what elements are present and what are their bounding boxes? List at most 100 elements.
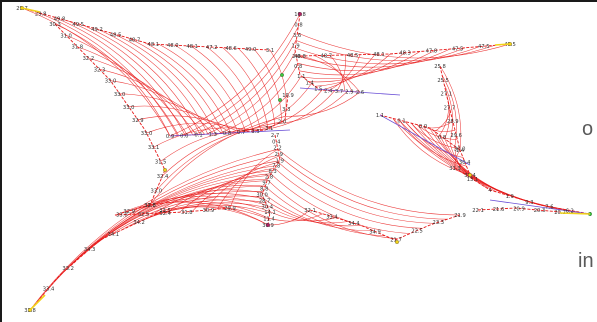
mesh-curve (142, 204, 270, 221)
mesh-curve (80, 180, 268, 258)
value-label: 2.7 (271, 133, 279, 139)
branch-spine-lower-right (454, 167, 591, 215)
value-label: 2.4 (324, 88, 333, 94)
mesh-curve (156, 121, 281, 191)
mesh-curve (181, 26, 299, 136)
mesh-curve (88, 57, 197, 135)
value-label: 3.3 (282, 107, 290, 113)
endpoint-marker (298, 12, 302, 16)
value-label: 7.8 (272, 164, 280, 170)
mesh-curve (77, 46, 188, 136)
value-label: 21.6 (493, 207, 505, 213)
mesh-curve (128, 37, 224, 134)
branch-spine-upper-right (299, 43, 511, 57)
branch-spine-bottom-center (309, 209, 461, 241)
mesh-curve (266, 90, 335, 130)
value-label: 4 (488, 188, 492, 194)
value-label: 33.2 (62, 266, 74, 272)
mesh-curve (242, 83, 312, 133)
value-label: 25.5 (437, 78, 449, 84)
mesh-curve (329, 55, 345, 92)
value-label: 48.1 (373, 52, 385, 58)
mesh-curve (268, 213, 323, 222)
mesh-curve (296, 40, 496, 62)
value-label: 9.7 (262, 180, 270, 186)
mesh-curve (277, 149, 461, 216)
branch-spine-lower-left-inner (114, 204, 231, 216)
value-label: 25.8 (434, 64, 446, 70)
value-label: 21.9 (454, 213, 466, 219)
value-label: 33.0 (123, 105, 135, 111)
mesh-curve (230, 75, 302, 134)
value-label: 1.9 (276, 158, 284, 164)
value-label: 30.9 (203, 208, 215, 214)
mesh-curve (398, 119, 579, 213)
value-label: 32.4 (157, 174, 169, 180)
value-label: 7.6 (545, 205, 553, 211)
value-label: 20.3 (534, 208, 546, 214)
value-label: 34.9 (369, 229, 381, 235)
value-label: 0.8 (438, 135, 446, 141)
mesh-curve (52, 16, 186, 136)
mesh-curve (190, 45, 254, 132)
mesh-curve (191, 167, 275, 212)
value-label: 0.8 (294, 23, 302, 29)
mesh-curve (153, 127, 257, 148)
mesh-curve (278, 162, 435, 224)
value-label: 3.1 (266, 48, 274, 54)
arm-tip (21, 7, 41, 13)
value-label: 1.4 (306, 80, 315, 86)
value-label: 31.3 (449, 166, 461, 172)
mesh-curve (262, 192, 374, 231)
mesh-curve (143, 42, 231, 134)
window-left-border (0, 0, 2, 322)
value-label: 1.9 (506, 194, 514, 200)
mesh-curve (113, 33, 216, 134)
mesh-curve (153, 206, 270, 220)
value-label: 48.7 (321, 53, 333, 59)
value-label: 13.1 (467, 177, 479, 183)
value-label: 32.4 (159, 211, 171, 217)
value-label: 3.1 (265, 126, 273, 132)
mesh-curve (423, 126, 456, 132)
value-label: 2.6 (356, 90, 364, 96)
mesh-curves (21, 7, 591, 311)
endpoint-marker (266, 223, 270, 227)
value-label: 2.9 (345, 90, 353, 96)
mesh-curve (166, 179, 268, 214)
mesh-curve (392, 118, 591, 215)
endpoint-marker (280, 73, 284, 77)
value-label: 33.0 (114, 92, 126, 98)
branch-spine-upper-left (21, 7, 271, 51)
mesh-curve (229, 149, 279, 209)
value-label: 48.8 (294, 54, 306, 60)
value-label: 0.0 (419, 124, 427, 130)
value-label: 27.7 (444, 105, 456, 111)
mesh-curve (82, 24, 201, 135)
endpoint-marker (468, 173, 472, 177)
value-label: 28.7 (259, 199, 271, 205)
value-label: 0.7 (237, 130, 245, 136)
value-label: 0.9 (166, 134, 174, 140)
value-label: 32.5 (138, 212, 150, 218)
value-label: 48.6 (225, 46, 237, 52)
value-label: 31.0 (60, 33, 72, 39)
value-label: 48.5 (347, 53, 359, 59)
value-label: 22.5 (411, 229, 423, 235)
mesh-curve (410, 122, 555, 208)
value-label: 49.8 (54, 17, 66, 23)
endpoint-marker (278, 98, 282, 102)
value-label: 34.4 (348, 221, 360, 227)
mesh-curve (297, 32, 511, 59)
value-label: 31.8 (72, 45, 84, 51)
axis-lines (169, 87, 591, 215)
value-label: 3.7 (335, 89, 343, 95)
value-label: 20.9 (513, 206, 525, 212)
value-label: 47.5 (452, 46, 464, 52)
mesh-curve (204, 162, 279, 211)
value-label: 33.0 (151, 188, 163, 194)
mesh-curve (109, 195, 264, 236)
value-label: 33.0 (116, 213, 128, 219)
value-label: 32.3 (94, 67, 106, 73)
axis-line-far-right (489, 199, 591, 215)
